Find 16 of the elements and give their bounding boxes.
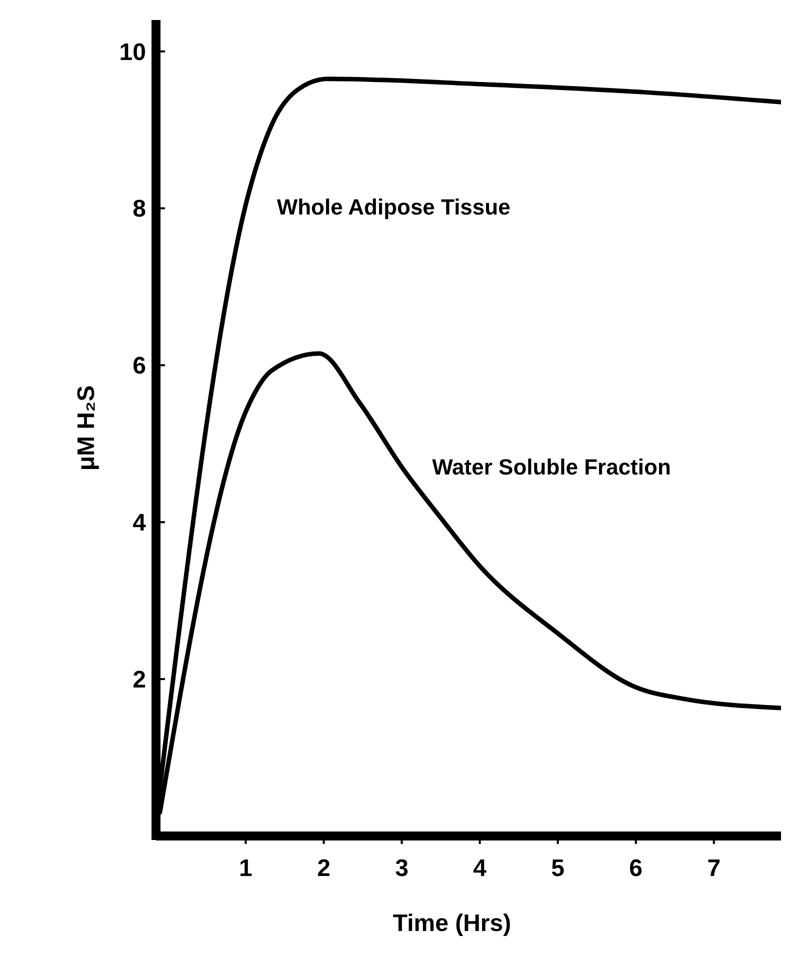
x-tick-label: 5 bbox=[551, 855, 565, 882]
series-label: Water Soluble Fraction bbox=[432, 454, 671, 480]
y-tick-label: 6 bbox=[132, 352, 146, 380]
x-tick-label: 7 bbox=[707, 855, 721, 882]
x-axis-title: Time (Hrs) bbox=[392, 910, 512, 937]
y-tick-label: 2 bbox=[132, 666, 146, 694]
x-tick-label: 3 bbox=[395, 855, 408, 882]
x-tick-label: 4 bbox=[473, 855, 488, 882]
y-axis-title: μM H₂S bbox=[73, 385, 100, 471]
x-tick-label: 2 bbox=[317, 855, 330, 882]
y-tick-label: 10 bbox=[119, 38, 146, 66]
x-tick-label: 1 bbox=[239, 855, 252, 882]
x-tick-label: 6 bbox=[629, 855, 643, 882]
y-tick-label: 4 bbox=[132, 510, 147, 537]
series-label: Whole Adipose Tissue bbox=[276, 194, 510, 220]
y-tick-label: 8 bbox=[132, 196, 146, 223]
